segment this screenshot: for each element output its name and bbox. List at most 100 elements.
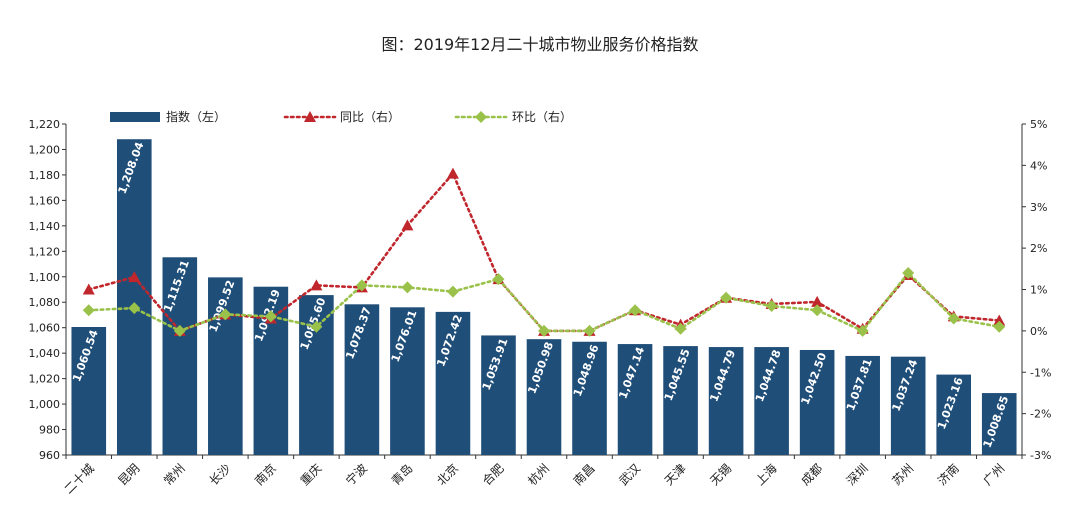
mom-point — [902, 266, 915, 279]
legend-label-mom: 环比（右） — [512, 109, 572, 124]
bar — [936, 374, 972, 455]
bar — [754, 347, 789, 455]
mom-point — [674, 322, 687, 335]
right-tick-label: 1% — [1030, 284, 1047, 297]
x-category-label: 杭州 — [525, 461, 553, 489]
mom-point — [947, 312, 960, 325]
yoy-point — [310, 279, 323, 291]
right-tick-label: 4% — [1030, 159, 1047, 172]
yoy-point — [82, 283, 95, 295]
right-tick-label: -1% — [1030, 366, 1051, 379]
bar — [344, 304, 380, 455]
right-tick-label: -2% — [1030, 408, 1051, 421]
mom-point — [310, 320, 323, 333]
x-category-label: 天津 — [662, 461, 689, 488]
x-category-label: 苏州 — [889, 461, 916, 488]
bar — [845, 355, 880, 455]
bar — [617, 344, 653, 455]
x-category-label: 长沙 — [207, 461, 234, 488]
legend-marker-yoy — [304, 111, 316, 122]
left-tick-label: 1,160 — [29, 194, 61, 207]
right-tick-label: 0% — [1030, 325, 1047, 338]
yoy-point — [993, 314, 1006, 326]
bar — [663, 346, 698, 455]
x-category-label: 北京 — [434, 461, 461, 488]
legend-marker-mom — [475, 111, 487, 123]
bar — [162, 257, 198, 455]
mom-point — [82, 304, 95, 317]
mom-point — [583, 324, 596, 337]
bar — [435, 311, 471, 455]
x-category-label: 深圳 — [844, 461, 871, 488]
bar — [208, 277, 243, 455]
bar — [526, 339, 562, 455]
x-category-label: 昆明 — [116, 461, 143, 488]
x-category-label: 武汉 — [616, 461, 643, 488]
x-category-label: 无锡 — [707, 461, 735, 489]
bar — [572, 341, 607, 455]
bar — [116, 139, 152, 455]
bars: 1,060.541,208.041,115.311,099.521,092.19… — [70, 139, 1017, 455]
x-category-label: 青岛 — [388, 461, 416, 489]
left-tick-label: 1,080 — [29, 296, 61, 309]
left-tick-label: 1,020 — [29, 373, 61, 386]
mom-point — [538, 324, 550, 337]
left-tick-label: 1,180 — [29, 169, 61, 182]
bar — [481, 335, 516, 455]
x-category-label: 广州 — [980, 461, 1007, 488]
x-category-label: 合肥 — [479, 461, 507, 489]
mom-point — [446, 285, 459, 298]
mom-point — [492, 273, 505, 286]
legend-swatch-index — [110, 112, 160, 122]
mom-point — [128, 302, 141, 315]
x-category-label: 二十城 — [62, 461, 97, 496]
legend-label-index: 指数（左） — [166, 109, 226, 124]
bar — [390, 307, 425, 455]
mom-point — [401, 281, 414, 294]
right-tick-label: 2% — [1030, 242, 1047, 255]
mom-point — [720, 291, 733, 304]
x-category-label: 常州 — [161, 461, 188, 488]
yoy-point — [811, 295, 824, 307]
x-category-label: 济南 — [934, 461, 962, 489]
mom-point — [765, 300, 778, 313]
left-tick-label: 1,000 — [29, 398, 61, 411]
mom-point — [629, 304, 642, 317]
left-tick-label: 1,100 — [29, 271, 61, 284]
yoy-point — [128, 271, 141, 283]
x-category-label: 重庆 — [298, 461, 325, 488]
yoy-point — [446, 167, 459, 179]
mom-point — [993, 320, 1006, 333]
bar — [890, 356, 926, 455]
x-category-label: 宁波 — [342, 461, 370, 489]
lines — [82, 167, 1006, 337]
x-category-label: 成都 — [798, 461, 825, 488]
left-tick-label: 1,060 — [29, 322, 61, 335]
bar — [981, 393, 1017, 455]
mom-point — [264, 310, 277, 323]
mom-point — [856, 324, 869, 337]
right-tick-label: 3% — [1030, 201, 1047, 214]
left-tick-label: 1,120 — [29, 245, 61, 258]
bar — [708, 347, 744, 455]
legend: 指数（左） 同比（右） 环比（右） — [110, 109, 572, 124]
chart-title: 图：2019年12月二十城市物业服务价格指数 — [381, 35, 698, 54]
right-tick-label: -3% — [1030, 449, 1051, 462]
bar — [799, 349, 835, 455]
x-category-label: 南昌 — [570, 461, 598, 489]
mom-point — [811, 304, 824, 317]
left-tick-label: 1,220 — [29, 118, 61, 131]
legend-label-yoy: 同比（右） — [340, 109, 400, 124]
yoy-point — [401, 219, 414, 231]
bar — [71, 327, 107, 455]
left-tick-label: 1,140 — [29, 220, 61, 233]
mom-point — [355, 279, 368, 292]
left-tick-label: 1,040 — [29, 347, 61, 360]
x-category-label: 南京 — [251, 461, 279, 489]
left-tick-label: 960 — [39, 449, 60, 462]
left-tick-label: 980 — [39, 424, 60, 437]
mom-point — [173, 324, 186, 337]
mom-point — [219, 308, 232, 321]
right-tick-label: 5% — [1030, 118, 1047, 131]
